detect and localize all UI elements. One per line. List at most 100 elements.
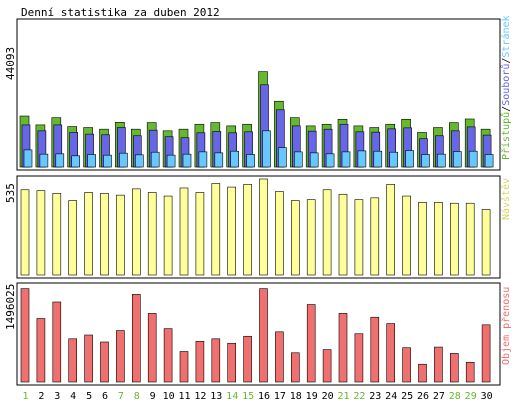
visits-bar xyxy=(52,193,62,276)
kbytes-bar xyxy=(434,346,443,383)
day-label: 10 xyxy=(163,391,175,402)
kbytes-bar xyxy=(481,324,491,383)
visits-bar xyxy=(322,189,332,276)
middle-panel-max-label: 535 xyxy=(4,183,17,203)
visits-bar xyxy=(116,194,125,276)
visits-bar xyxy=(20,189,30,276)
day-label: 6 xyxy=(102,391,108,402)
pages-bar xyxy=(357,150,367,168)
kbytes-bar xyxy=(354,333,364,383)
day-label: 1 xyxy=(22,391,28,402)
legend-item-kbytes: Objem přenosu xyxy=(500,287,512,365)
pages-bar xyxy=(405,150,414,168)
day-label: 7 xyxy=(118,391,124,402)
legend-item: Souborů xyxy=(500,64,512,106)
kbytes-bar xyxy=(259,288,268,383)
pages-bar xyxy=(468,150,478,168)
bottom-panel-legend: Objem přenosu xyxy=(500,287,512,365)
kbytes-bar xyxy=(20,288,30,383)
visits-bar xyxy=(100,193,109,276)
top-panel-legend: Přístupů/Souborů/Stránek xyxy=(500,15,512,160)
visits-bar xyxy=(227,186,236,276)
pages-bar xyxy=(23,149,33,168)
day-label: 14 xyxy=(226,391,238,402)
day-label: 27 xyxy=(433,391,445,402)
visits-bar xyxy=(338,193,348,276)
day-label: 24 xyxy=(385,391,397,402)
kbytes-bar xyxy=(386,323,396,383)
day-label: 12 xyxy=(194,391,206,402)
visits-bar xyxy=(465,202,475,276)
x-axis-labels: 1 2 3 4 5 6 7 8 9 10 11 12 13 14 15 16 17 18 19 20 21 22 23 24 2… xyxy=(22,391,492,402)
pages-bar xyxy=(166,154,176,168)
middle-panel-frame xyxy=(16,175,501,279)
pages-bar xyxy=(293,151,303,168)
day-label: 19 xyxy=(306,391,318,402)
kbytes-bar xyxy=(84,334,93,383)
visits-bar xyxy=(402,195,411,276)
visits-bar xyxy=(370,197,380,276)
day-label: 29 xyxy=(465,391,477,402)
kbytes-bar xyxy=(465,362,475,383)
pages-bar xyxy=(437,153,446,168)
day-label: 11 xyxy=(178,391,190,402)
visits-bar xyxy=(275,191,284,276)
visits-bar xyxy=(36,190,46,276)
day-label: 26 xyxy=(417,391,429,402)
kbytes-bar xyxy=(179,351,189,383)
kbytes-bar xyxy=(290,352,300,383)
day-label: 30 xyxy=(481,391,493,402)
kbytes-bar xyxy=(402,347,411,383)
pages-bar xyxy=(325,153,335,168)
bottom-panel-frame xyxy=(16,282,501,386)
pages-bar xyxy=(389,151,399,168)
pages-bar xyxy=(135,154,144,168)
top-panel-max-label: 44093 xyxy=(4,47,17,80)
kbytes-bar xyxy=(147,313,157,383)
pages-bar xyxy=(87,154,96,168)
pages-bar xyxy=(421,154,430,168)
day-label: 9 xyxy=(150,391,156,402)
pages-bar xyxy=(71,155,80,168)
day-label: 23 xyxy=(369,391,381,402)
day-label: 5 xyxy=(86,391,92,402)
kbytes-bar xyxy=(116,330,125,383)
middle-panel-legend: Návštěv xyxy=(500,178,512,220)
day-label: 21 xyxy=(337,391,349,402)
kbytes-bar xyxy=(211,338,221,383)
pages-bar xyxy=(119,152,128,168)
visits-bar xyxy=(147,192,157,276)
pages-bar xyxy=(39,153,49,168)
kbytes-bar xyxy=(100,341,109,383)
visits-bar xyxy=(449,202,459,276)
legend-item-visits: Návštěv xyxy=(500,178,512,220)
pages-bar xyxy=(341,151,351,168)
kbytes-bar xyxy=(322,349,332,383)
pages-bar xyxy=(55,153,65,168)
visits-bar xyxy=(132,188,141,276)
kbytes-bar xyxy=(243,335,252,383)
visits-bar xyxy=(259,178,268,276)
kbytes-bar xyxy=(418,363,427,383)
pages-bar xyxy=(278,147,287,168)
pages-bar xyxy=(103,154,112,168)
top-panel-frame xyxy=(16,18,501,171)
day-label: 18 xyxy=(290,391,302,402)
pages-bar xyxy=(246,154,255,168)
day-label: 25 xyxy=(401,391,413,402)
legend-item: / xyxy=(501,58,512,64)
day-label: 4 xyxy=(70,391,76,402)
visits-bar xyxy=(68,200,77,276)
pages-bar xyxy=(198,151,208,168)
kbytes-bar xyxy=(338,313,348,383)
pages-bar xyxy=(214,152,224,168)
day-label: 17 xyxy=(274,391,286,402)
kbytes-bar xyxy=(449,353,459,383)
day-label: 22 xyxy=(353,391,365,402)
chart-title: Denní statistika za duben 2012 xyxy=(21,6,220,19)
day-label: 20 xyxy=(322,391,334,402)
visits-bar xyxy=(163,195,173,276)
kbytes-bar xyxy=(163,328,173,383)
